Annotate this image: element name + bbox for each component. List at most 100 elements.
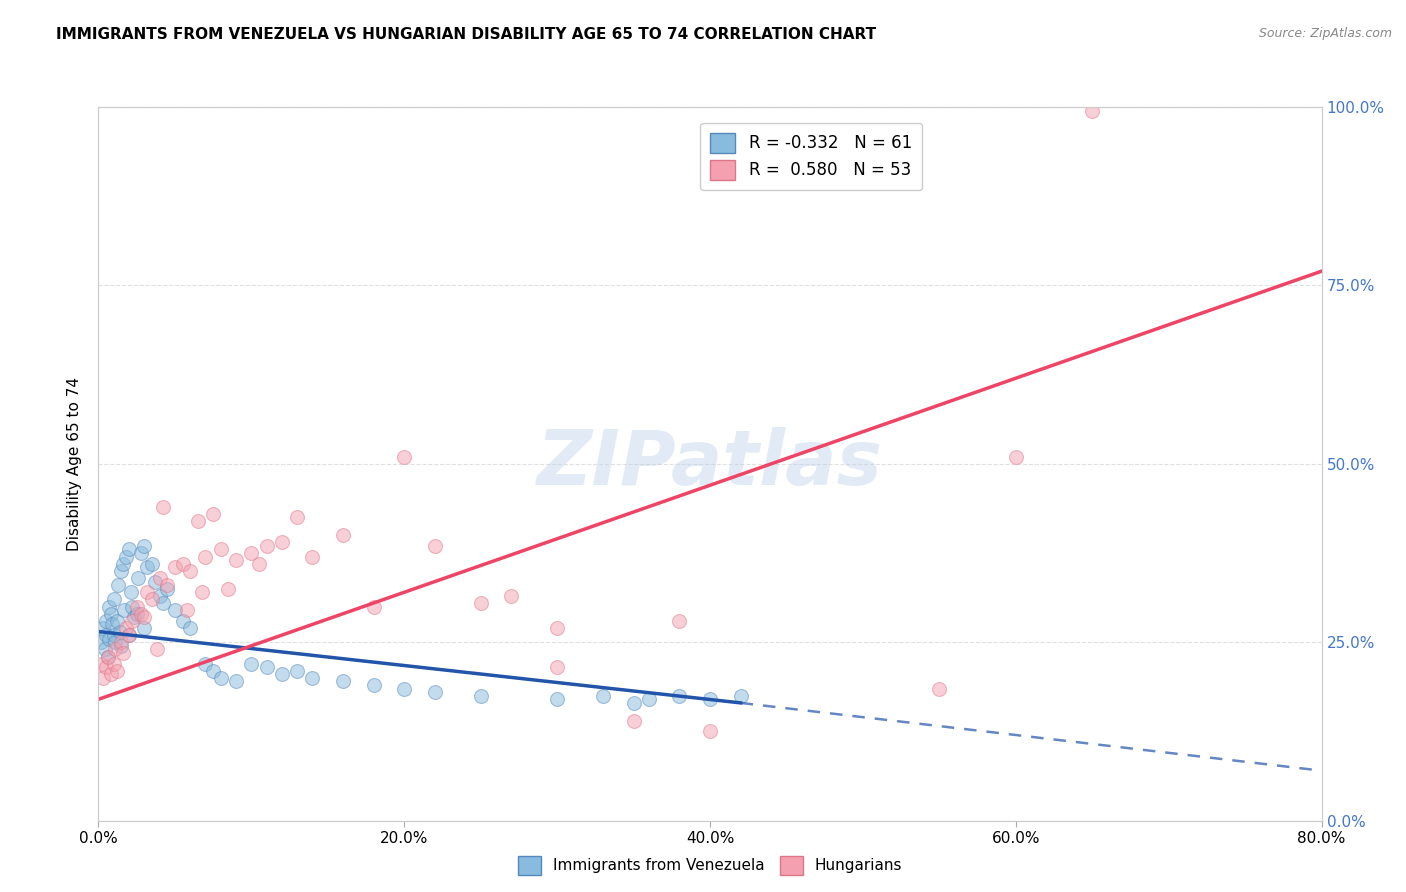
- Point: [120, 585, 142, 599]
- Point: [129, 546, 152, 560]
- Point: [100, 667, 122, 681]
- Point: [121, 614, 143, 628]
- Point: [121, 599, 143, 614]
- Point: [623, 696, 645, 710]
- Legend: Immigrants from Venezuela, Hungarians: Immigrants from Venezuela, Hungarians: [512, 850, 908, 880]
- Point: [94, 660, 117, 674]
- Point: [392, 450, 416, 464]
- Point: [112, 603, 135, 617]
- Point: [163, 560, 186, 574]
- Point: [90, 657, 112, 671]
- Point: [94, 614, 117, 628]
- Point: [118, 628, 141, 642]
- Point: [125, 599, 148, 614]
- Point: [247, 557, 270, 571]
- Point: [699, 724, 721, 739]
- Point: [240, 546, 263, 560]
- Point: [93, 642, 115, 657]
- Point: [209, 671, 232, 685]
- Point: [1081, 103, 1104, 118]
- Point: [301, 549, 323, 564]
- Point: [179, 564, 201, 578]
- Point: [285, 664, 308, 678]
- Point: [202, 664, 225, 678]
- Point: [100, 607, 122, 621]
- Point: [240, 657, 263, 671]
- Point: [1004, 450, 1026, 464]
- Point: [172, 557, 194, 571]
- Point: [623, 714, 645, 728]
- Point: [97, 649, 120, 664]
- Point: [97, 649, 120, 664]
- Point: [209, 542, 232, 557]
- Point: [90, 635, 112, 649]
- Point: [91, 671, 114, 685]
- Text: ZIPatlas: ZIPatlas: [537, 427, 883, 500]
- Point: [668, 689, 690, 703]
- Point: [423, 539, 446, 553]
- Point: [136, 585, 159, 599]
- Point: [104, 635, 127, 649]
- Point: [363, 678, 385, 692]
- Point: [103, 657, 125, 671]
- Point: [127, 571, 149, 585]
- Point: [546, 660, 568, 674]
- Point: [470, 596, 492, 610]
- Point: [104, 642, 127, 657]
- Point: [270, 667, 294, 681]
- Point: [194, 657, 217, 671]
- Point: [156, 578, 179, 592]
- Point: [179, 621, 201, 635]
- Point: [91, 621, 114, 635]
- Point: [332, 528, 354, 542]
- Point: [103, 628, 125, 642]
- Point: [134, 621, 156, 635]
- Point: [118, 628, 141, 642]
- Point: [470, 689, 492, 703]
- Point: [115, 621, 138, 635]
- Point: [202, 507, 225, 521]
- Point: [301, 671, 323, 685]
- Point: [105, 614, 128, 628]
- Point: [110, 635, 132, 649]
- Point: [152, 500, 174, 514]
- Point: [928, 681, 950, 696]
- Point: [592, 689, 614, 703]
- Point: [225, 674, 247, 689]
- Point: [143, 574, 166, 589]
- Point: [110, 639, 132, 653]
- Point: [101, 617, 124, 632]
- Point: [103, 592, 125, 607]
- Point: [194, 549, 217, 564]
- Point: [149, 589, 172, 603]
- Point: [108, 624, 131, 639]
- Point: [134, 610, 156, 624]
- Point: [423, 685, 446, 699]
- Point: [118, 542, 141, 557]
- Point: [141, 557, 163, 571]
- Point: [141, 592, 163, 607]
- Point: [172, 614, 194, 628]
- Y-axis label: Disability Age 65 to 74: Disability Age 65 to 74: [67, 376, 83, 551]
- Point: [668, 614, 690, 628]
- Point: [107, 578, 129, 592]
- Point: [256, 539, 278, 553]
- Point: [115, 549, 138, 564]
- Point: [98, 599, 121, 614]
- Point: [145, 642, 167, 657]
- Point: [217, 582, 239, 596]
- Point: [546, 692, 568, 706]
- Point: [98, 632, 121, 646]
- Point: [156, 582, 179, 596]
- Point: [149, 571, 172, 585]
- Point: [187, 514, 209, 528]
- Point: [125, 607, 148, 621]
- Point: [122, 610, 145, 624]
- Text: Source: ZipAtlas.com: Source: ZipAtlas.com: [1258, 27, 1392, 40]
- Point: [270, 535, 294, 549]
- Point: [546, 621, 568, 635]
- Point: [501, 589, 523, 603]
- Point: [105, 664, 128, 678]
- Point: [134, 539, 156, 553]
- Point: [730, 689, 752, 703]
